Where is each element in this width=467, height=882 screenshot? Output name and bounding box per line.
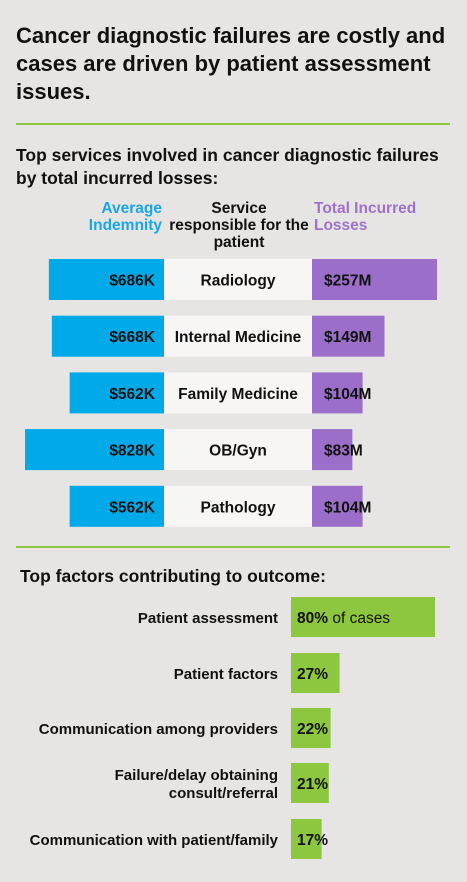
service-column-header: Service responsible for the patient	[169, 200, 309, 251]
service-cell	[164, 315, 312, 357]
losses-column-header: Total Incurred Losses	[314, 200, 417, 234]
losses-bar	[312, 485, 363, 527]
factor-bar	[291, 819, 322, 859]
service-cell	[164, 372, 312, 414]
factor-label: Failure/delay obtaining	[115, 767, 278, 784]
indemnity-label: $828K	[109, 443, 155, 460]
factor-label: Patient assessment	[138, 610, 278, 627]
page-title: Cancer diagnostic failures are costly an…	[16, 23, 446, 104]
service-label: OB/Gyn	[209, 443, 267, 460]
factor-value: 27%	[297, 666, 328, 683]
services-section-title: Top services involved in cancer diagnost…	[16, 145, 439, 188]
losses-bar	[312, 372, 363, 414]
service-cell	[164, 259, 312, 300]
indemnity-bar	[69, 485, 164, 527]
service-label: Internal Medicine	[175, 329, 302, 346]
losses-bar	[312, 315, 385, 357]
service-label: Family Medicine	[178, 386, 298, 403]
indemnity-bar	[25, 429, 164, 471]
factor-bar	[291, 763, 329, 803]
divider-middle	[16, 546, 450, 548]
losses-label: $257M	[324, 273, 371, 290]
factor-bar	[291, 597, 435, 637]
factor-value: 17%	[297, 832, 328, 849]
indemnity-bar	[51, 315, 164, 357]
divider-top	[16, 123, 450, 125]
losses-label: $149M	[324, 329, 371, 346]
indemnity-label: $562K	[109, 499, 155, 516]
factor-label: Communication with patient/family	[30, 832, 279, 849]
factor-value: 21%	[297, 776, 328, 793]
factor-label: Communication among providers	[39, 721, 278, 738]
losses-label: $104M	[324, 386, 371, 403]
losses-label: $104M	[324, 499, 371, 516]
indemnity-bar	[48, 259, 164, 300]
indemnity-column-header: Average Indemnity	[88, 200, 162, 234]
service-cell	[164, 429, 312, 471]
indemnity-label: $686K	[109, 273, 155, 290]
indemnity-bar	[69, 372, 164, 414]
factor-value: 80% of cases	[297, 610, 390, 627]
factor-label: Patient factors	[174, 666, 278, 683]
losses-bar	[312, 259, 437, 300]
of-cases-label: of cases	[328, 610, 390, 627]
indemnity-label: $562K	[109, 386, 155, 403]
losses-bar	[312, 429, 353, 471]
factors-section-title: Top factors contributing to outcome:	[20, 566, 326, 586]
losses-label: $83M	[324, 443, 363, 460]
factor-label: consult/referral	[169, 785, 278, 802]
service-cell	[164, 485, 312, 527]
factor-bar	[291, 708, 331, 748]
service-label: Radiology	[201, 273, 276, 290]
indemnity-label: $668K	[109, 329, 155, 346]
factor-bar	[291, 653, 340, 693]
service-label: Pathology	[201, 499, 276, 516]
factor-value: 22%	[297, 721, 328, 738]
